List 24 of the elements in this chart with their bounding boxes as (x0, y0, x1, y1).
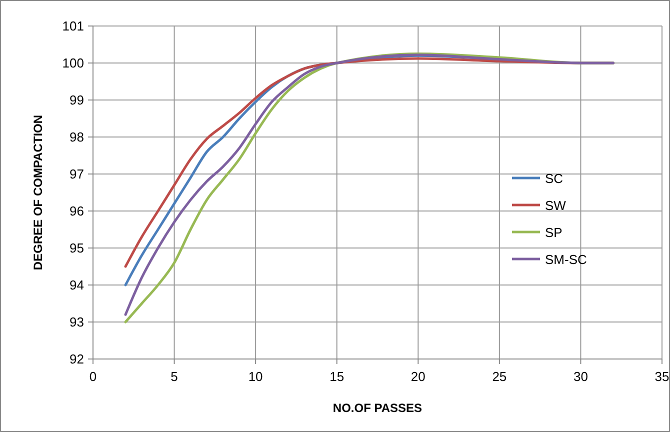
y-tick-label: 92 (70, 352, 84, 366)
y-tick-label: 94 (70, 278, 84, 292)
y-tick-label: 101 (62, 18, 84, 34)
y-tick-label: 95 (70, 240, 84, 256)
y-tick-label: 100 (62, 56, 84, 70)
x-tick-label: 0 (89, 369, 97, 384)
y-tick-label: 98 (70, 130, 84, 144)
x-tick-label: 20 (410, 369, 426, 384)
y-axis-title: DEGREE OF COMPACTION (31, 114, 45, 270)
y-tick-label: 99 (70, 92, 84, 108)
legend-label: SP (545, 225, 562, 240)
y-tick-label: 97 (70, 166, 84, 182)
x-axis-title: NO.OF PASSES (332, 401, 422, 415)
x-tick-label: 35 (654, 369, 670, 384)
y-tick-label: 96 (70, 204, 84, 218)
x-tick-label: 15 (330, 369, 344, 384)
x-tick-label: 10 (248, 369, 263, 384)
x-tick-label: 25 (492, 369, 507, 384)
x-tick-label: 30 (573, 369, 588, 384)
legend-label: SC (545, 171, 564, 186)
legend-label: SM-SC (545, 252, 587, 267)
y-tick-label: 93 (70, 314, 84, 330)
x-tick-label: 5 (170, 369, 178, 384)
legend-label: SW (545, 198, 567, 213)
